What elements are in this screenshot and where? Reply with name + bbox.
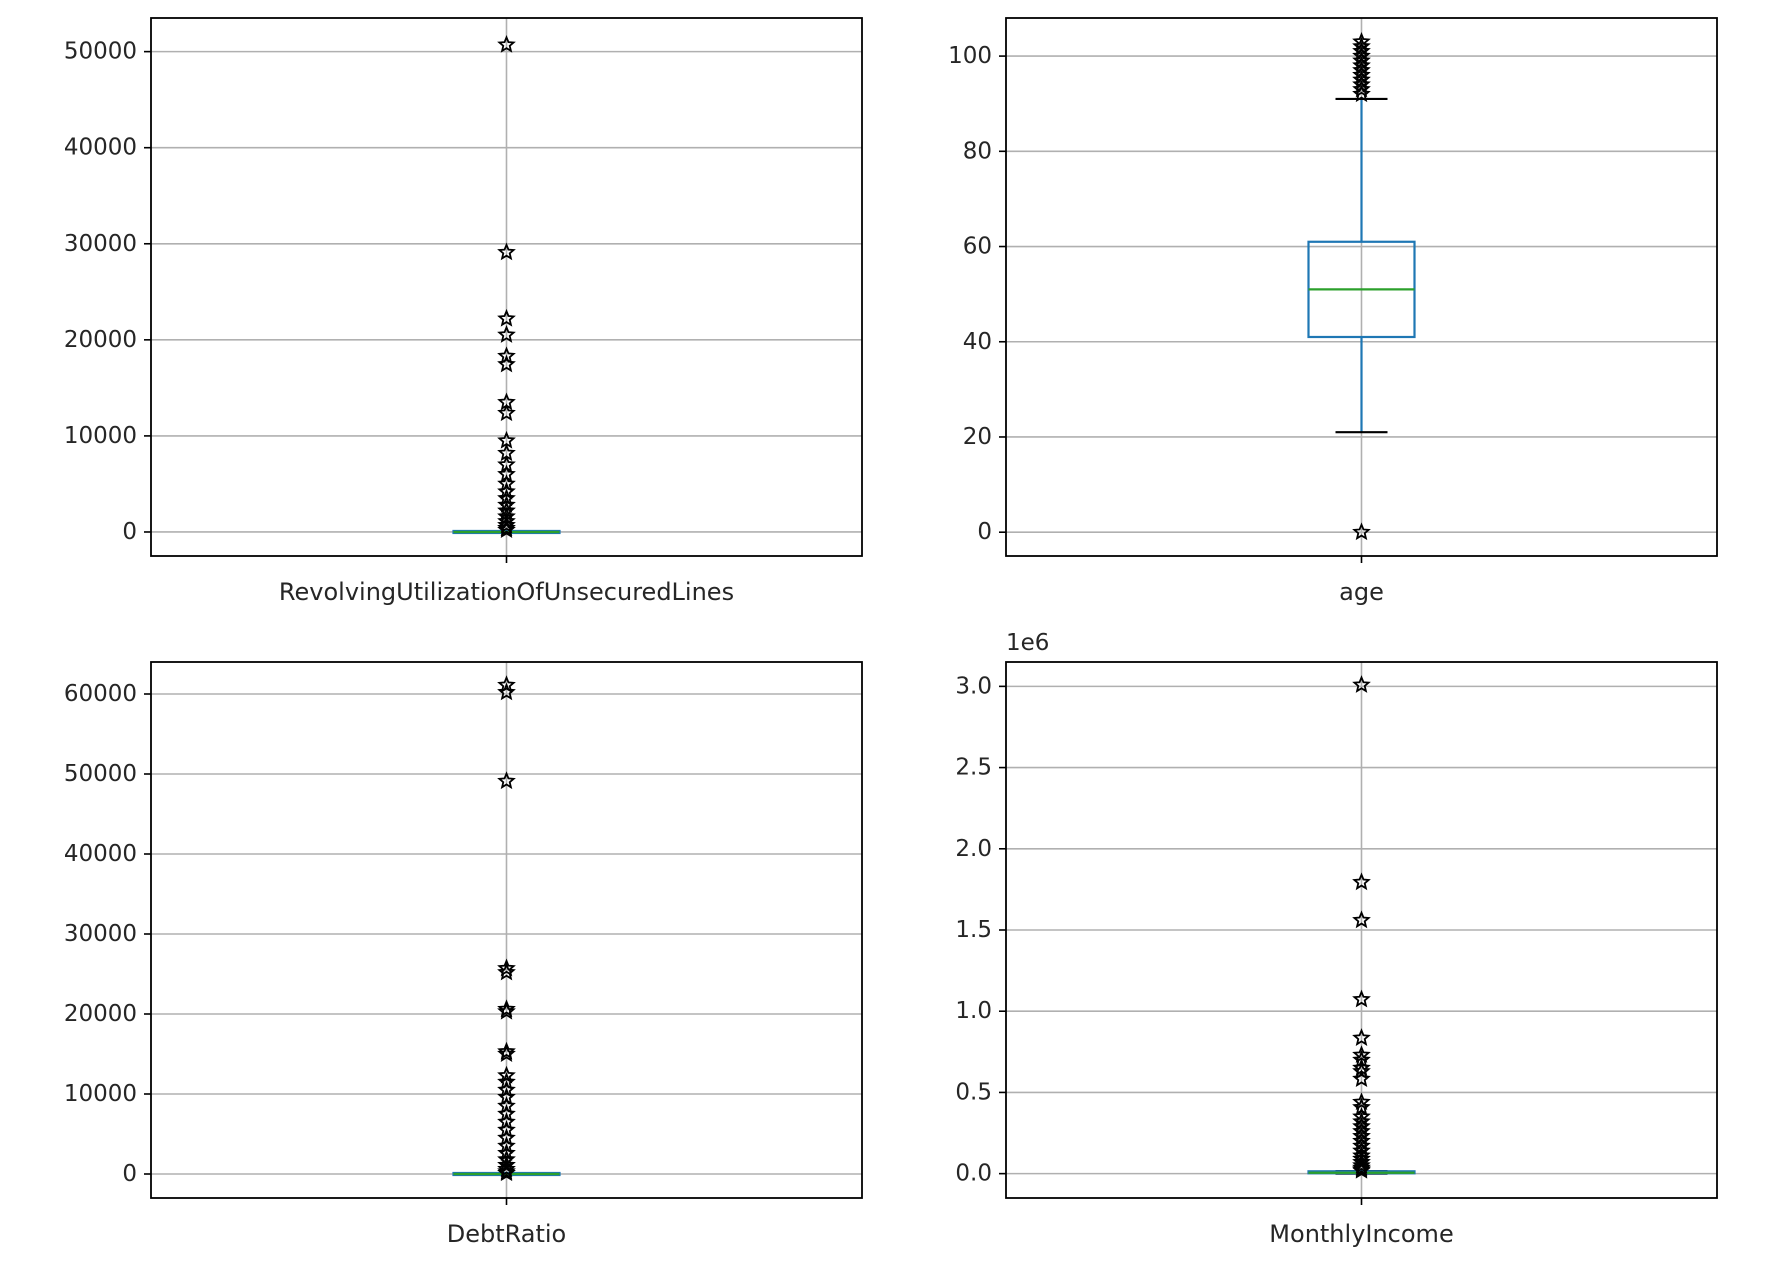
outlier-point: [497, 1120, 516, 1138]
outlier-point: [497, 346, 516, 365]
x-category-label: MonthlyIncome: [1269, 1220, 1453, 1248]
y-tick-label: 10000: [64, 423, 137, 449]
outlier-point: [497, 1065, 516, 1084]
outlier-point: [1352, 1160, 1371, 1179]
y-tick-label: 2.5: [955, 755, 992, 781]
y-tick-label: 20000: [64, 1001, 137, 1027]
outlier-point: [1352, 1152, 1371, 1171]
outlier-point: [497, 1136, 516, 1154]
outlier-point: [1352, 910, 1371, 929]
outlier-point: [497, 958, 516, 977]
outlier-point: [497, 354, 516, 373]
outlier-point: [1352, 989, 1371, 1008]
outlier-point: [497, 1161, 516, 1180]
boxplot-panel-2: 0 20 40 60 80 100 age: [948, 17, 1718, 606]
y-tick-label: 3.0: [955, 673, 992, 699]
y-tick-label: 80: [963, 138, 992, 164]
outlier-point: [1352, 36, 1371, 55]
outlier-point: [497, 403, 516, 422]
y-tick-label: 30000: [64, 231, 137, 257]
y-tick-label: 0.0: [955, 1161, 992, 1187]
y-tick-label: 50000: [64, 39, 137, 65]
boxplot-panel-1: 0 10000 20000 30000 40000 50000 RevolvingUtili…: [64, 17, 863, 606]
y-tick-label: 0: [122, 519, 137, 545]
y-tick-label: 60: [963, 234, 992, 260]
outlier-point: [497, 1128, 516, 1146]
outlier-point: [1352, 1159, 1371, 1178]
outlier-point: [497, 1159, 516, 1178]
y-tick-label: 0: [977, 519, 992, 545]
y-offset-label: 1e6: [1006, 630, 1049, 656]
outlier-point: [497, 308, 516, 327]
outlier-point: [497, 1155, 516, 1174]
x-category-label: RevolvingUtilizationOfUnsecuredLines: [279, 578, 734, 606]
outlier-point: [497, 518, 516, 537]
y-tick-label: 1.5: [955, 917, 992, 943]
outlier-point: [1352, 1069, 1371, 1088]
y-tick-label: 2.0: [955, 836, 992, 862]
outlier-point: [497, 1080, 516, 1098]
boxplot-panel-4: 0.0 0.5 1.0 1.5 2.0 2.5 3.0 MonthlyIncome 1e6: [955, 630, 1718, 1248]
outlier-point: [497, 1163, 516, 1182]
outlier-point: [497, 1001, 516, 1020]
outlier-point: [497, 474, 516, 492]
outlier-point: [497, 34, 516, 53]
outlier-point: [497, 675, 516, 694]
outlier-point: [1352, 1158, 1371, 1176]
y-tick-label: 100: [948, 43, 992, 69]
outlier-point: [1352, 1155, 1371, 1174]
outlier-point: [497, 1096, 516, 1114]
x-category-label: age: [1339, 578, 1384, 606]
outlier-point: [497, 520, 516, 539]
outlier-point: [497, 515, 516, 534]
outlier-point: [1352, 1092, 1371, 1111]
outlier-point: [497, 325, 516, 343]
outlier-point: [497, 682, 516, 701]
boxplot-panel-3: 0 10000 20000 30000 40000 50000 60000 DebtRatio: [64, 661, 863, 1248]
outlier-point: [1352, 1061, 1371, 1080]
outlier-point: [497, 1044, 516, 1062]
outlier-point: [1352, 31, 1371, 50]
outlier-point: [497, 1072, 516, 1090]
x-category-label: DebtRatio: [447, 1220, 567, 1248]
outlier-point: [497, 962, 516, 981]
y-tick-label: 30000: [64, 921, 137, 947]
outlier-point: [497, 242, 516, 261]
y-tick-label: 40: [963, 329, 992, 355]
y-tick-label: 20000: [64, 327, 137, 353]
y-tick-label: 1.0: [955, 998, 992, 1024]
outlier-point: [497, 1104, 516, 1122]
outlier-point: [497, 999, 516, 1018]
outlier-point: [1352, 675, 1371, 693]
y-tick-label: 50000: [64, 761, 137, 787]
outlier-point: [497, 771, 516, 790]
y-tick-label: 40000: [64, 135, 137, 161]
y-tick-label: 60000: [64, 681, 137, 707]
y-tick-label: 20: [963, 424, 992, 450]
outlier-point: [497, 1041, 516, 1060]
outlier-point: [1352, 1028, 1371, 1046]
y-tick-label: 0.5: [955, 1079, 992, 1105]
y-tick-label: 0: [122, 1161, 137, 1187]
outlier-point: [497, 481, 516, 500]
outlier-point: [497, 1112, 516, 1130]
outlier-point: [1352, 872, 1371, 891]
y-tick-label: 10000: [64, 1081, 137, 1107]
y-tick-label: 40000: [64, 841, 137, 867]
outlier-point: [1352, 522, 1371, 541]
